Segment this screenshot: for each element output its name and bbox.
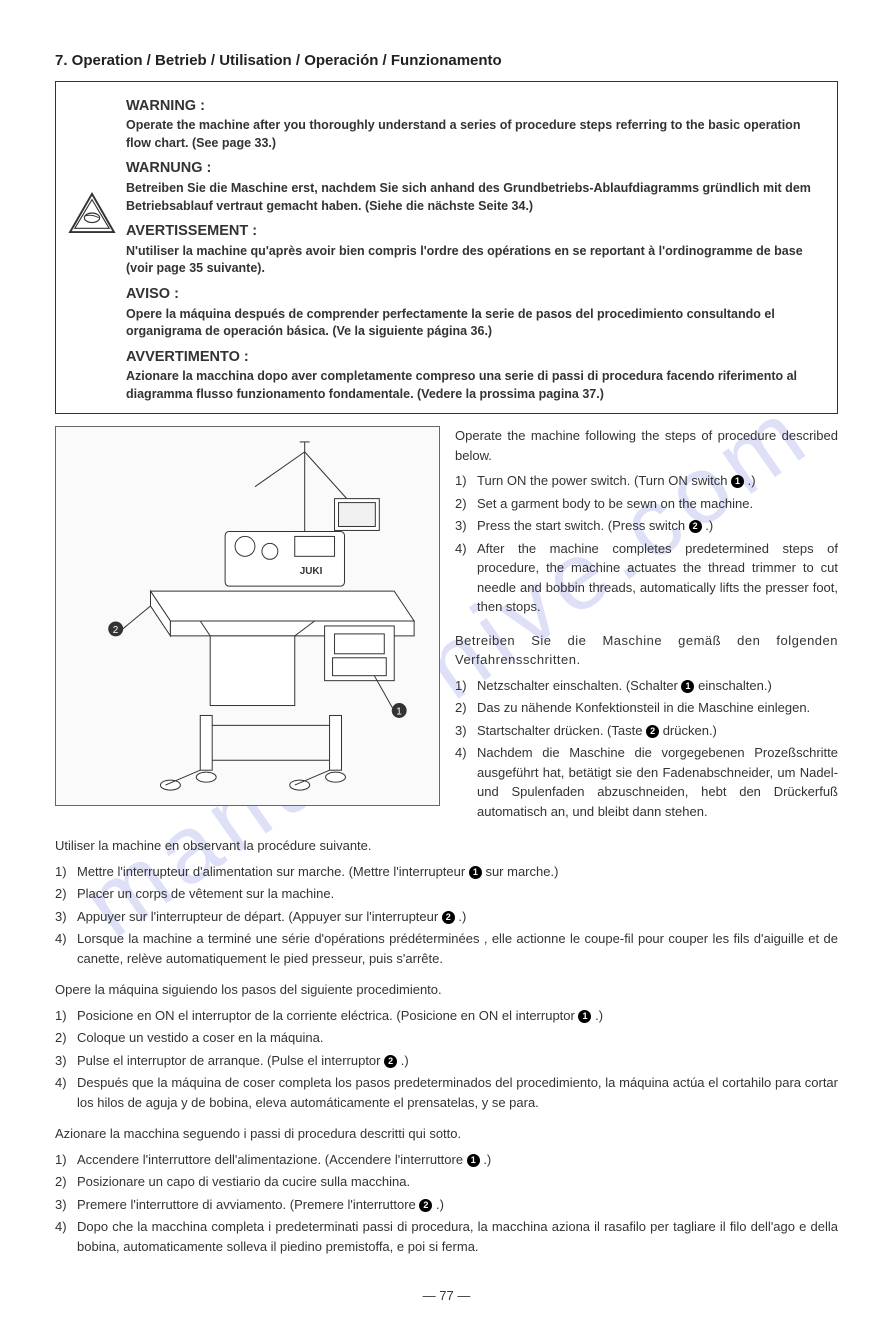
step-num: 4) [455,539,477,617]
instructions-intro-de: Betreiben Sie die Maschine gemäß den fol… [455,631,838,670]
warning-heading-it: AVVERTIMENTO : [126,347,825,369]
step-text: Después que la máquina de coser completa… [77,1073,838,1112]
warning-heading-fr: AVERTISSEMENT : [126,221,825,243]
step-text: Startschalter drücken. (Taste 2 drücken.… [477,721,838,741]
step-num: 3) [55,1195,77,1215]
step-text: Pulse el interruptor de arranque. (Pulse… [77,1051,838,1071]
svg-text:JUKI: JUKI [300,566,323,577]
step-text: Posizionare un capo di vestiario da cuci… [77,1172,838,1192]
step-text: Press the start switch. (Press switch 2 … [477,516,838,536]
instructions-list-de: 1)Netzschalter einschalten. (Schalter 1 … [455,676,838,822]
step-text: Lorsque la machine a terminé une série d… [77,929,838,968]
step-num: 1) [55,1006,77,1026]
step-num: 2) [55,1028,77,1048]
step-num: 2) [55,884,77,904]
svg-text:1: 1 [396,707,402,718]
step-num: 2) [455,494,477,514]
instructions-intro-it: Azionare la macchina seguendo i passi di… [55,1124,838,1144]
step-text: Posicione en ON el interruptor de la cor… [77,1006,838,1026]
step-num: 1) [455,471,477,491]
step-num: 4) [55,929,77,968]
step-num: 1) [455,676,477,696]
instructions-list-es: 1)Posicione en ON el interruptor de la c… [55,1006,838,1113]
page-number: — 77 — [55,1286,838,1306]
warning-triangle-icon [68,192,116,234]
step-text: Mettre l'interrupteur d'alimentation sur… [77,862,838,882]
warning-box: WARNING : Operate the machine after you … [55,81,838,415]
step-num: 3) [55,1051,77,1071]
warning-text-fr: N'utiliser la machine qu'après avoir bie… [126,243,825,278]
step-text: Dopo che la macchina completa i predeter… [77,1217,838,1256]
step-text: Das zu nähende Konfektionsteil in die Ma… [477,698,838,718]
step-text: Turn ON the power switch. (Turn ON switc… [477,471,838,491]
step-text: Premere l'interruttore di avviamento. (P… [77,1195,838,1215]
warning-text-it: Azionare la macchina dopo aver completam… [126,368,825,403]
step-num: 3) [455,721,477,741]
step-text: Nachdem die Maschine die vorgegebenen Pr… [477,743,838,821]
warning-text-de: Betreiben Sie die Maschine erst, nachdem… [126,180,825,215]
machine-illustration: JUKI [55,426,440,806]
step-num: 4) [55,1073,77,1112]
warning-heading-en: WARNING : [126,96,825,118]
step-text: Set a garment body to be sewn on the mac… [477,494,838,514]
step-text: Appuyer sur l'interrupteur de départ. (A… [77,907,838,927]
step-num: 4) [455,743,477,821]
step-num: 1) [55,1150,77,1170]
step-text: Accendere l'interruttore dell'alimentazi… [77,1150,838,1170]
instructions-intro-en: Operate the machine following the steps … [455,426,838,465]
step-num: 3) [455,516,477,536]
instructions-intro-fr: Utiliser la machine en observant la proc… [55,836,838,856]
warning-heading-es: AVISO : [126,284,825,306]
instructions-intro-es: Opere la máquina siguiendo los pasos del… [55,980,838,1000]
step-text: After the machine completes predetermine… [477,539,838,617]
step-num: 2) [55,1172,77,1192]
warning-heading-de: WARNUNG : [126,158,825,180]
instructions-list-fr: 1)Mettre l'interrupteur d'alimentation s… [55,862,838,969]
step-text: Netzschalter einschalten. (Schalter 1 ei… [477,676,838,696]
warning-text-es: Opere la máquina después de comprender p… [126,306,825,341]
step-num: 1) [55,862,77,882]
section-title: 7. Operation / Betrieb / Utilisation / O… [55,50,838,73]
step-text: Coloque un vestido a coser en la máquina… [77,1028,838,1048]
step-text: Placer un corps de vêtement sur la machi… [77,884,838,904]
warning-text-en: Operate the machine after you thoroughly… [126,117,825,152]
step-num: 3) [55,907,77,927]
step-num: 2) [455,698,477,718]
step-num: 4) [55,1217,77,1256]
instructions-list-it: 1)Accendere l'interruttore dell'alimenta… [55,1150,838,1257]
svg-text:2: 2 [113,625,119,636]
instructions-list-en: 1)Turn ON the power switch. (Turn ON swi… [455,471,838,617]
